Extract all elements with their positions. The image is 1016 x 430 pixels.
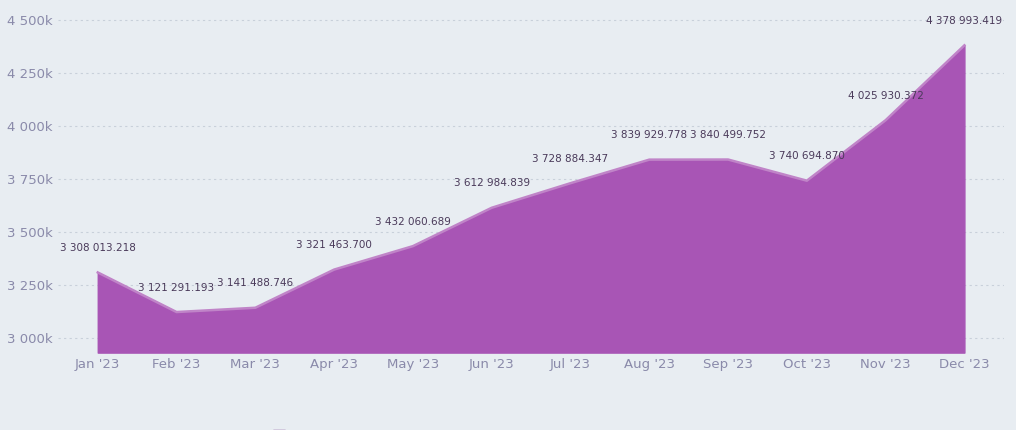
Text: 3 432 060.689: 3 432 060.689 xyxy=(375,217,451,227)
Text: 3 141 488.746: 3 141 488.746 xyxy=(217,278,294,288)
Text: 3 740 694.870: 3 740 694.870 xyxy=(769,151,844,161)
Text: 4 025 930.372: 4 025 930.372 xyxy=(847,91,924,101)
Text: 4 378 993.419: 4 378 993.419 xyxy=(927,16,1003,26)
Text: 3 308 013.218: 3 308 013.218 xyxy=(60,243,136,253)
Text: 3 728 884.347: 3 728 884.347 xyxy=(532,154,609,164)
Text: 3 840 499.752: 3 840 499.752 xyxy=(690,130,766,140)
Text: 3 612 984.839: 3 612 984.839 xyxy=(453,178,529,188)
Text: 3 839 929.778: 3 839 929.778 xyxy=(612,130,688,140)
Text: 3 121 291.193: 3 121 291.193 xyxy=(138,283,214,292)
Text: 3 321 463.700: 3 321 463.700 xyxy=(297,240,372,250)
